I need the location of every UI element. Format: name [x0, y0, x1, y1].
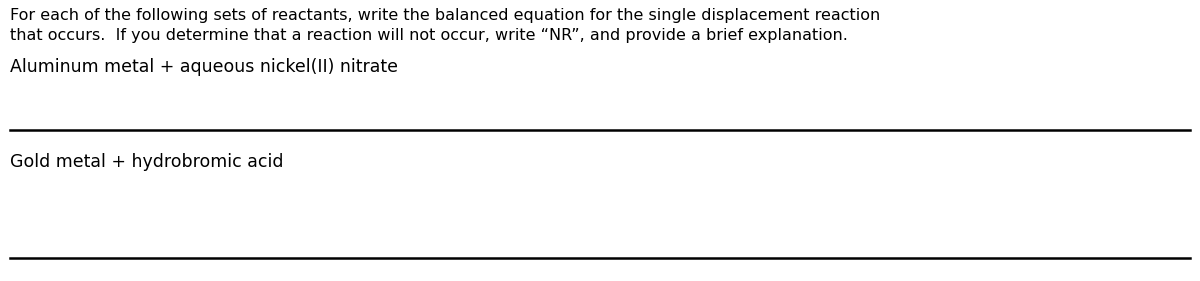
- Text: that occurs.  If you determine that a reaction will not occur, write “NR”, and p: that occurs. If you determine that a rea…: [10, 28, 847, 43]
- Text: Aluminum metal + aqueous nickel(II) nitrate: Aluminum metal + aqueous nickel(II) nitr…: [10, 58, 397, 76]
- Text: Gold metal + hydrobromic acid: Gold metal + hydrobromic acid: [10, 153, 283, 171]
- Text: For each of the following sets of reactants, write the balanced equation for the: For each of the following sets of reacta…: [10, 8, 880, 23]
